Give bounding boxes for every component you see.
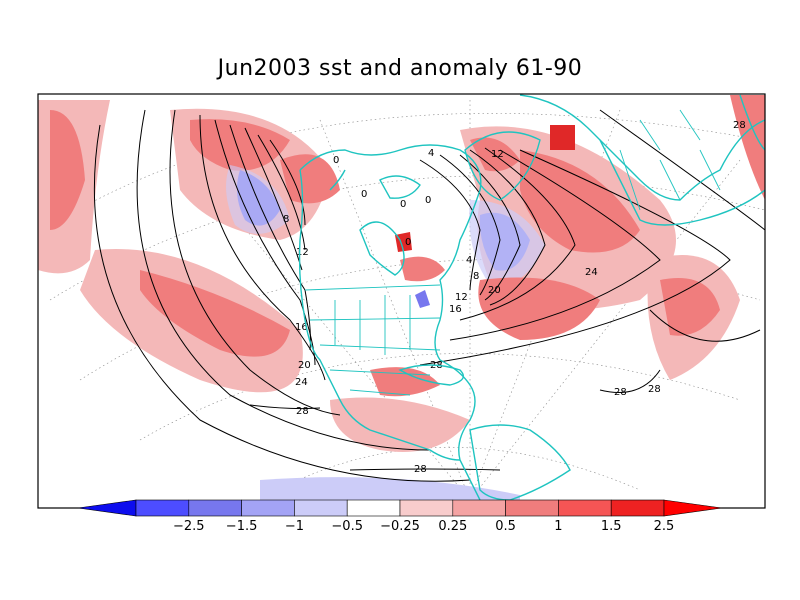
contour-label: 0 [405,237,411,248]
anomaly-region [470,137,520,172]
anomaly-region [400,256,445,282]
contour-label-group: 0 0 4 4 8 8 12 12 12 16 16 20 20 24 24 2… [283,120,746,475]
colorbar-label: −0.5 [331,519,363,534]
anomaly-shading [38,95,765,508]
contour-label: 20 [488,285,501,296]
contour-label: 24 [295,377,308,388]
anomaly-region [140,270,290,357]
contour-label: 28 [414,464,427,475]
contour-label: 0 [400,199,406,210]
colorbar-swatch [452,499,506,517]
contour-label: 28 [648,384,661,395]
anomaly-region [469,200,545,286]
colorbar-arrow-right [663,499,723,517]
colorbar-label: 1.5 [601,519,622,534]
contour-label: 8 [283,214,289,225]
colorbar-swatch [241,499,295,517]
colorbar-swatch [558,499,612,517]
anomaly-region [730,95,765,200]
contour-label: 24 [585,267,598,278]
contour-label: 28 [296,406,309,417]
colorbar-swatch [610,499,665,517]
contour-label: 16 [449,304,462,315]
map-area: 0 0 4 4 8 8 12 12 12 16 16 20 20 24 24 2… [38,94,765,508]
colorbar-label: −0.25 [380,519,420,534]
contour-label: 0 [361,189,367,200]
colorbar-label: −1 [285,519,304,534]
anomaly-region [395,232,412,252]
colorbar-label: −1.5 [226,519,258,534]
colorbar-label: 0.25 [438,519,467,534]
anomaly-region [415,290,430,308]
contour-label: 0 [333,155,339,166]
colorbar-label: −2.5 [173,519,205,534]
colorbar-swatch [505,499,559,517]
anomaly-region [280,154,340,204]
anomaly-region [520,150,640,253]
contour-label: 16 [295,322,308,333]
colorbar-label: 2.5 [654,519,675,534]
anomaly-region [478,277,600,340]
anomaly-region [50,110,85,230]
colorbar-swatch [294,499,348,517]
colorbar-swatch [346,499,401,517]
contour-label: 20 [298,360,311,371]
coastlines [298,94,765,501]
anomaly-region [330,397,470,452]
colorbar-swatch [135,499,190,517]
contour-label: 12 [491,149,504,160]
contour-label: 4 [428,148,434,159]
map-title: Jun2003 sst and anomaly 61-90 [217,56,583,81]
political-borders [304,109,721,396]
colorbar-swatch [399,499,454,517]
contour-label: 8 [473,271,479,282]
contour-label: 28 [614,387,627,398]
contour-label: 0 [425,195,431,206]
anomaly-region [190,119,290,171]
colorbar-label: 1 [554,519,562,534]
sst-contours [93,109,765,482]
colorbar: −2.5 −1.5 −1 −0.5 −0.25 0.25 0.5 1 1.5 2.5 [77,499,723,534]
anomaly-region [226,165,290,234]
contour-label: 12 [296,247,309,258]
anomaly-region [660,278,720,336]
colorbar-label: 0.5 [495,519,516,534]
contour-label: 12 [455,292,468,303]
anomaly-region [550,125,575,150]
colorbar-swatch [188,499,242,517]
contour-label: 4 [466,255,472,266]
contour-label: 28 [733,120,746,131]
